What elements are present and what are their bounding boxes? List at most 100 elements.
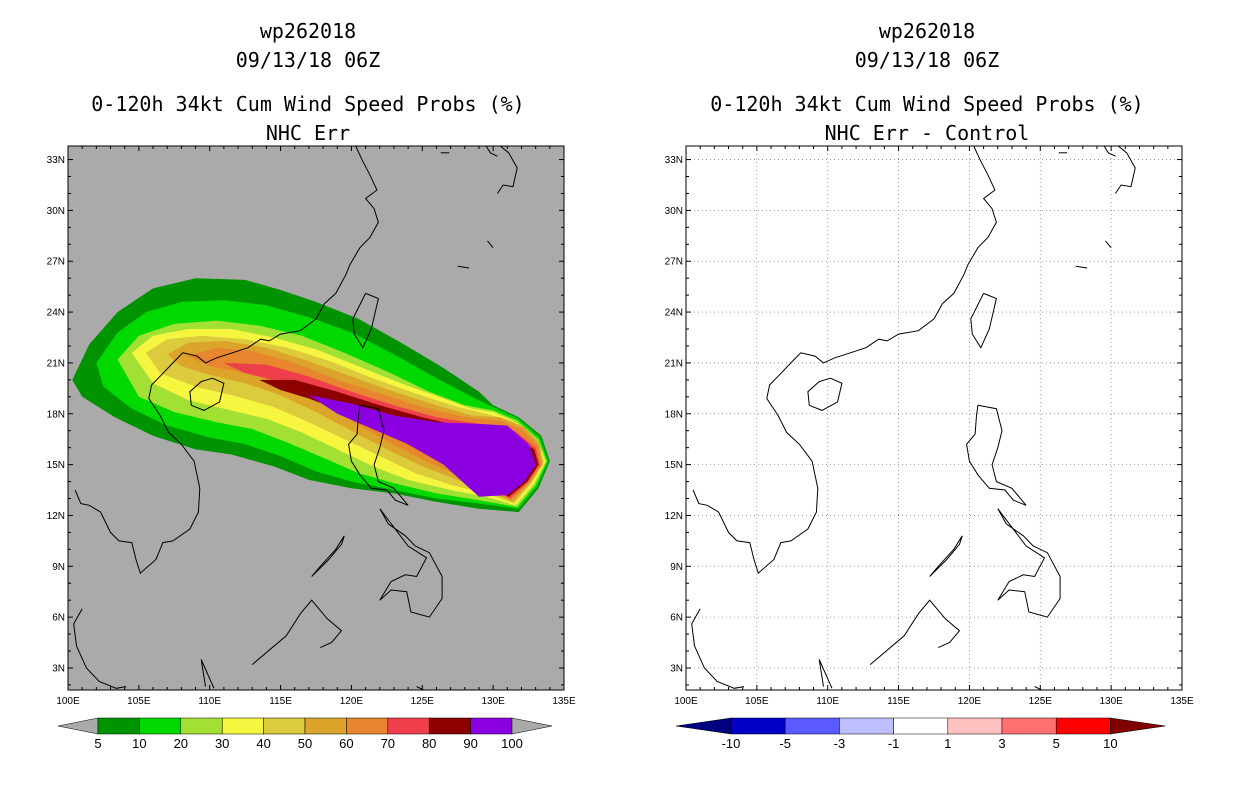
p0-lat-tick-label: 12N [47,511,65,522]
left-title: wp262018 09/13/18 06Z 0-120h 34kt Cum Wi… [58,17,558,148]
p1-coastline [997,508,1061,618]
p1-colorbar-label: 1 [944,736,951,751]
p0-coastline [352,292,379,349]
p0-colorbar-swatch [470,717,513,735]
p0-coastline [496,145,518,194]
p1-coastline [929,535,963,577]
p1-colorbar-swatch [1001,717,1057,735]
p0-lat-tick-label: 21N [47,358,65,369]
p1-lat-tick-label: 3N [670,663,683,674]
left-datetime: 09/13/18 06Z [235,48,381,72]
p1-colorbar-label: 3 [998,736,1005,751]
p0-lon-tick-label: 130E [481,696,505,707]
p0-colorbar-label: 60 [339,736,353,751]
p1-colorbar-left-extend [675,717,732,735]
p0-colorbar-right-extend [511,717,553,735]
p1-lat-tick-label: 21N [665,358,683,369]
p1-colorbar-swatch [947,717,1003,735]
p0-colorbar-left-extend [57,717,99,735]
p0-coastline [200,659,215,689]
p0-colorbar-swatch [221,717,264,735]
p1-coastline [970,292,997,349]
p1-colorbar-swatch [784,717,840,735]
left-product: 0-120h 34kt Cum Wind Speed Probs (%) [91,92,525,116]
p1-coastline [1103,145,1116,157]
p1-coastline [1075,265,1088,269]
p1-map-frame [685,145,1183,691]
p0-colorbar-label: 30 [215,736,229,751]
p0-colorbar-label: 20 [174,736,188,751]
p0-lon-tick-label: 110E [198,696,221,707]
p1-colorbar-label: -1 [888,736,900,751]
p0-colorbar-swatch [139,717,182,735]
p0-coastline [379,508,443,618]
p1-lat-tick-label: 27N [665,257,683,268]
p1-coastline [691,608,745,689]
p1-coastline [1114,145,1136,194]
p0-colorbar-label: 100 [501,736,523,751]
p1-lat-tick-label: 9N [670,562,683,573]
p0-colorbar-swatch [304,717,347,735]
p1-coastline [869,599,961,665]
p0-lon-tick-label: 100E [56,696,80,707]
p1-colorbar-label: -3 [834,736,846,751]
p0-coastline [73,608,127,689]
p0-lat-tick-label: 3N [52,663,65,674]
right-product: 0-120h 34kt Cum Wind Speed Probs (%) [710,92,1144,116]
p0-coastline [457,265,470,269]
p1-lat-tick-label: 24N [665,308,683,319]
p1-lat-tick-label: 33N [665,155,683,166]
p1-colorbar-swatch [839,717,894,735]
p0-lat-tick-label: 18N [47,409,65,420]
p1-colorbar-label: -5 [779,736,791,751]
p0-lat-tick-label: 24N [47,308,65,319]
p1-coastline [692,145,997,574]
p0-colorbar-swatch [97,717,140,735]
p1-lat-tick-label: 15N [665,460,683,471]
p0-coastline [74,145,379,574]
p0-coastline [189,377,225,411]
p1-colorbar-label: -10 [722,736,741,751]
p0-lat-tick-label: 15N [47,460,65,471]
p1-lon-tick-label: 100E [674,696,698,707]
p1-coastline [818,659,833,689]
p0-lat-tick-label: 6N [52,613,65,624]
p0-colorbar-swatch [263,717,306,735]
left-storm-id: wp262018 [259,19,357,43]
p1-lat-tick-label: 18N [665,409,683,420]
p1-lat-tick-label: 12N [665,511,683,522]
p0-lat-tick-label: 33N [47,155,65,166]
p0-colorbar-swatch [346,717,389,735]
p1-lon-tick-label: 125E [1029,696,1053,707]
p1-coastline [807,377,843,411]
p1-coastline [966,404,1027,506]
p1-colorbar-label: 5 [1053,736,1060,751]
p1-lat-tick-label: 30N [665,206,683,217]
p1-coastline [1105,240,1112,249]
p1-colorbar-right-extend [1110,717,1166,735]
p1-lon-tick-label: 105E [745,696,769,707]
p0-lat-tick-label: 9N [52,562,65,573]
p1-lon-tick-label: 135E [1170,696,1194,707]
p1-colorbar-swatch [893,717,949,735]
p0-colorbar-label: 10 [132,736,146,751]
p1-lon-tick-label: 130E [1099,696,1123,707]
p0-coastline [348,404,409,506]
p1-lon-tick-label: 110E [816,696,839,707]
p0-colorbar-label: 40 [256,736,270,751]
p0-colorbar-swatch [428,717,471,735]
p1-lon-tick-label: 115E [887,696,910,707]
p0-colorbar-label: 80 [422,736,436,751]
p0-contour-90 [308,395,536,497]
p0-colorbar-label: 50 [298,736,312,751]
p0-lon-tick-label: 105E [127,696,151,707]
p0-lon-tick-label: 115E [269,696,292,707]
right-storm-id: wp262018 [878,19,976,43]
p0-colorbar-swatch [180,717,223,735]
right-datetime: 09/13/18 06Z [854,48,1000,72]
left-panel-label: NHC Err [265,121,351,145]
p1-map-background [686,146,1182,690]
p0-colorbar-label: 70 [381,736,395,751]
p0-lon-tick-label: 120E [340,696,364,707]
right-panel-label: NHC Err - Control [824,121,1030,145]
